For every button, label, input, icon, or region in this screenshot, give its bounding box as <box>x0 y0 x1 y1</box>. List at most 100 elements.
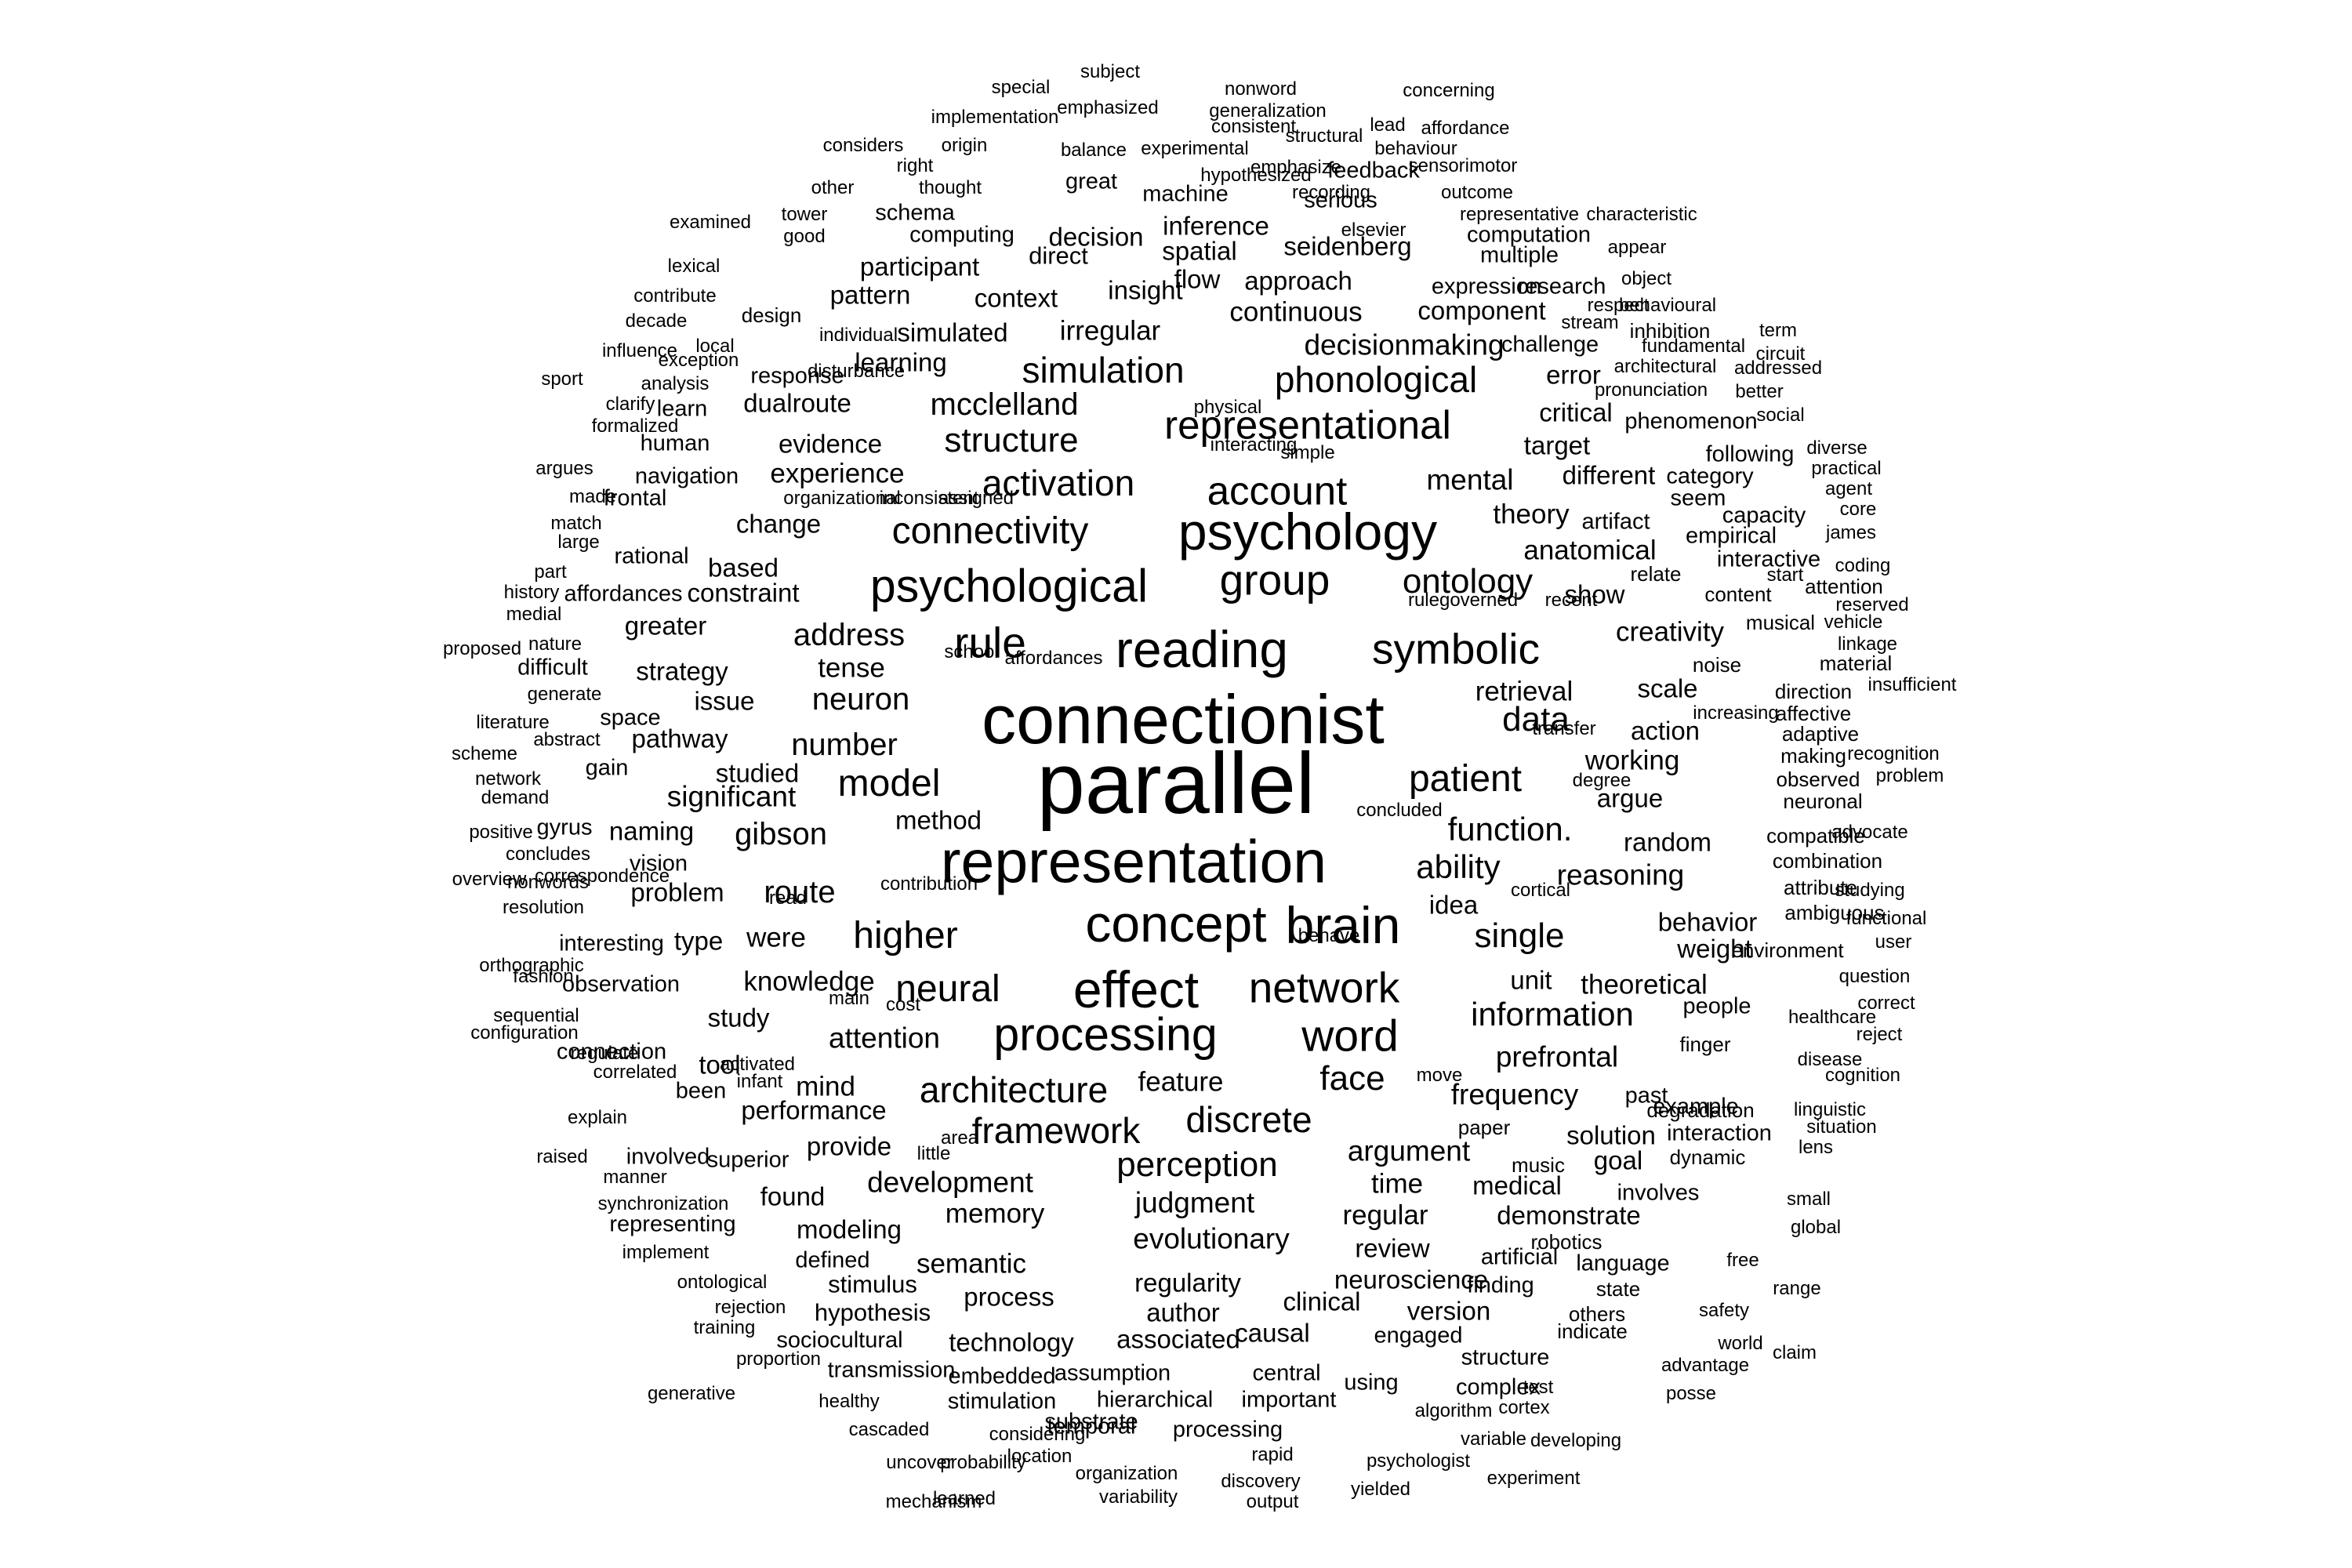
cloud-word: area <box>940 1127 979 1149</box>
cloud-word: irregular <box>1059 315 1161 347</box>
cloud-word: context <box>974 283 1058 313</box>
cloud-word: reading <box>1115 620 1289 678</box>
cloud-word: mind <box>796 1071 855 1102</box>
cloud-word: read <box>768 887 808 909</box>
cloud-word: perception <box>1116 1145 1278 1184</box>
cloud-word: research <box>1517 274 1606 299</box>
cloud-word: assumption <box>1054 1360 1171 1386</box>
cloud-word: cortex <box>1498 1397 1550 1418</box>
cloud-word: action <box>1630 716 1700 746</box>
cloud-word: rulegoverned <box>1407 590 1519 611</box>
cloud-word: process <box>964 1282 1054 1312</box>
cloud-word: unit <box>1510 965 1552 995</box>
cloud-word: patient <box>1408 758 1523 800</box>
cloud-word: noise <box>1692 653 1742 677</box>
cloud-word: implementation <box>931 107 1059 128</box>
cloud-word: modeling <box>797 1214 902 1244</box>
cloud-word: orthographic <box>479 955 584 976</box>
cloud-word: synchronization <box>597 1193 729 1214</box>
cloud-word: gain <box>585 755 629 781</box>
cloud-word: semantic <box>916 1248 1027 1279</box>
cloud-word: different <box>1562 460 1656 490</box>
cloud-word: based <box>708 553 779 583</box>
cloud-word: address <box>793 618 906 652</box>
cloud-word: study <box>707 1003 770 1033</box>
cloud-word: functional <box>1846 908 1927 929</box>
cloud-word: causal <box>1235 1318 1310 1348</box>
cloud-word: attribute <box>1784 876 1857 899</box>
cloud-word: recent <box>1544 590 1598 611</box>
cloud-word: observation <box>562 971 680 997</box>
cloud-word: claim <box>1772 1342 1817 1363</box>
cloud-word: stream <box>1561 312 1619 333</box>
cloud-word: outcome <box>1440 182 1514 203</box>
cloud-word: studied <box>715 758 800 788</box>
cloud-word: complex <box>1456 1374 1541 1400</box>
cloud-word: transmission <box>827 1357 956 1383</box>
cloud-word: weight <box>1677 934 1752 964</box>
cloud-word: circuit <box>1755 343 1806 365</box>
cloud-word: world <box>1718 1333 1763 1354</box>
cloud-word: assigned <box>938 488 1014 509</box>
cloud-word: evolutionary <box>1133 1222 1290 1255</box>
cloud-word: version <box>1406 1296 1491 1326</box>
cloud-word: implement <box>622 1242 710 1263</box>
cloud-word: term <box>1759 320 1797 341</box>
cloud-word: simulated <box>897 318 1008 347</box>
cloud-word: interactive <box>1716 546 1821 572</box>
cloud-word: working <box>1584 745 1680 776</box>
cloud-word: structure <box>944 421 1079 459</box>
cloud-word: evidence <box>778 429 883 459</box>
cloud-word: insufficient <box>1867 674 1957 695</box>
cloud-word: frontal <box>603 485 667 511</box>
cloud-word: effect <box>1073 960 1200 1018</box>
cloud-word: information <box>1471 996 1634 1033</box>
cloud-word: degree <box>1572 770 1632 791</box>
cloud-word: match <box>550 513 602 534</box>
cloud-word: technology <box>949 1327 1074 1357</box>
cloud-word: fundamental <box>1641 336 1746 357</box>
cloud-word: function. <box>1447 811 1573 848</box>
cloud-word: neuroscience <box>1334 1265 1489 1294</box>
cloud-word: advantage <box>1661 1355 1750 1376</box>
cloud-word: linkage <box>1837 633 1898 655</box>
cloud-word: emphasize <box>1250 157 1342 178</box>
cloud-word: target <box>1523 430 1591 460</box>
cloud-word: rule <box>954 618 1026 667</box>
cloud-word: performance <box>741 1095 887 1125</box>
cloud-word: concludes <box>505 844 591 865</box>
cloud-word: hierarchical <box>1096 1387 1214 1413</box>
cloud-word: generate <box>527 684 602 705</box>
cloud-word: single <box>1474 916 1565 955</box>
cloud-word: experiment <box>1486 1468 1581 1489</box>
cloud-word: structural <box>1285 125 1363 147</box>
cloud-word: raised <box>536 1146 588 1167</box>
cloud-word: artifact <box>1581 509 1650 535</box>
cloud-word: special <box>991 77 1051 98</box>
cloud-word: addressed <box>1733 358 1823 379</box>
cloud-word: concerning <box>1403 80 1495 101</box>
cloud-word: sequential <box>493 1005 579 1026</box>
cloud-word: vehicle <box>1824 612 1883 633</box>
cloud-word: seidenberg <box>1283 231 1412 261</box>
cloud-word: manner <box>603 1167 667 1188</box>
cloud-word: group <box>1219 555 1330 604</box>
cloud-word: mcclelland <box>930 387 1079 422</box>
cloud-word: experience <box>770 458 905 489</box>
cloud-word: characteristic <box>1586 204 1697 225</box>
cloud-word: solution <box>1566 1120 1656 1150</box>
cloud-word: finding <box>1467 1272 1534 1298</box>
cloud-word: spatial <box>1162 236 1237 266</box>
cloud-word: problem <box>630 877 724 907</box>
cloud-word: disease <box>1797 1049 1863 1070</box>
cloud-word: judgment <box>1134 1186 1255 1219</box>
cloud-word: theoretical <box>1581 969 1708 1000</box>
cloud-word: neuronal <box>1783 789 1863 813</box>
cloud-word: simulation <box>1022 350 1185 390</box>
cloud-word: machine <box>1142 181 1229 207</box>
cloud-word: stimulus <box>828 1270 917 1298</box>
cloud-word: discovery <box>1221 1471 1301 1492</box>
cloud-word: explain <box>567 1107 628 1128</box>
cloud-word: safety <box>1698 1300 1750 1321</box>
cloud-word: ability <box>1416 848 1501 885</box>
